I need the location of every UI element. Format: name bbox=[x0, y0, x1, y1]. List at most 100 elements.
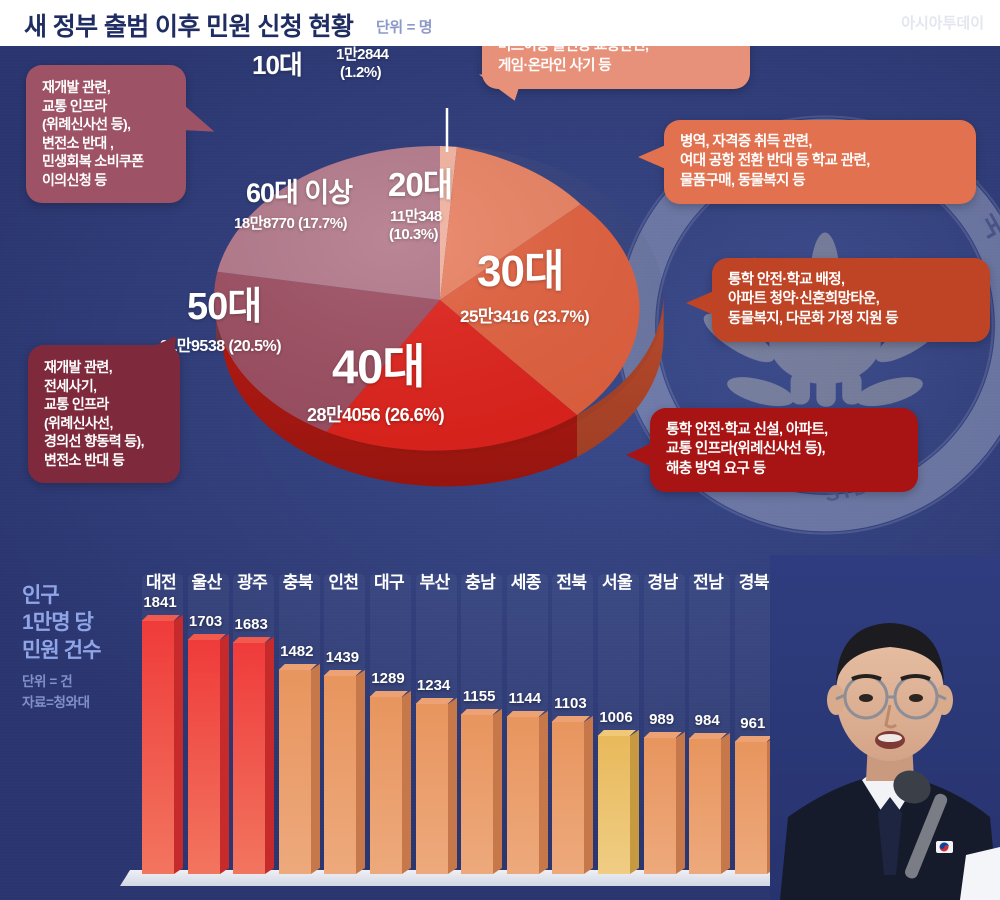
bar-인천[interactable] bbox=[324, 669, 366, 874]
pie-label-10s-pct: (1.2%) bbox=[340, 64, 382, 81]
callout-60s-line-2: 교통 인프라 bbox=[42, 97, 107, 114]
bar-column[interactable]: 1439 bbox=[324, 574, 366, 874]
bar-value-label: 1289 bbox=[371, 670, 405, 687]
bar-광주[interactable] bbox=[233, 636, 275, 874]
pie-label-50s-value: 21만9538 (20.5%) bbox=[160, 338, 282, 355]
bar-face bbox=[643, 738, 676, 874]
bar-category-label: 경남 bbox=[647, 573, 679, 592]
bar-face bbox=[689, 739, 722, 874]
bar-column[interactable]: 1683 bbox=[233, 574, 275, 874]
callout-50s-line-6: 변전소 반대 등 bbox=[44, 452, 125, 469]
bar-side-face bbox=[721, 732, 731, 874]
callout-60s-line-3: (위례신사선 등), bbox=[42, 116, 131, 133]
bar-대구[interactable] bbox=[370, 690, 411, 874]
bar-side-face bbox=[265, 636, 275, 874]
bar-value-label: 1234 bbox=[416, 677, 451, 694]
pie-label-30s-value: 25만3416 (23.7%) bbox=[460, 307, 590, 326]
bar-column[interactable]: 1234 bbox=[415, 574, 457, 874]
bar-face bbox=[734, 742, 767, 874]
bar-column[interactable]: 1103 bbox=[552, 574, 594, 874]
bar-category-label: 인천 bbox=[328, 573, 359, 592]
bar-side-face bbox=[675, 731, 685, 874]
bar-value-label: 1841 bbox=[143, 594, 177, 611]
bar-경북[interactable] bbox=[734, 735, 776, 874]
pie-label-50s-name: 50대 bbox=[187, 286, 262, 328]
bar-column[interactable]: 1144 bbox=[506, 574, 548, 874]
callout-20s: 병역, 자격증 취득 관련, 여대 공항 전환 반대 등 학교 관련, 물품구매… bbox=[638, 120, 976, 204]
bar-전남[interactable] bbox=[689, 732, 731, 874]
pie-label-20s-value: 11만348 bbox=[390, 208, 442, 225]
bar-column[interactable]: 1155 bbox=[461, 574, 503, 874]
bar-value-label: 961 bbox=[740, 715, 766, 732]
bar-side-face bbox=[447, 697, 457, 874]
bar-서울[interactable] bbox=[598, 729, 639, 874]
bar-value-label: 1144 bbox=[508, 690, 542, 707]
bar-category-label: 울산 bbox=[191, 573, 223, 592]
callout-20s-tail bbox=[638, 144, 668, 170]
callout-40s-tail bbox=[626, 442, 654, 468]
callout-50s-line-5: 경의선 향동력 등), bbox=[44, 433, 145, 450]
callout-50s-line-2: 전세사기, bbox=[44, 377, 97, 394]
bar-category-label: 전북 bbox=[556, 573, 587, 592]
bar-column[interactable]: 1703 bbox=[187, 574, 229, 874]
bar-전북[interactable] bbox=[552, 715, 594, 874]
bar-충북[interactable] bbox=[278, 663, 320, 874]
bar-side-face bbox=[402, 690, 411, 874]
callout-40s-line-3: 해충 방역 요구 등 bbox=[666, 460, 766, 477]
bar-side-face bbox=[538, 710, 548, 874]
callout-40s-line-2: 교통 인프라(위례신사선 등), bbox=[666, 441, 825, 458]
official-photo bbox=[770, 555, 1000, 900]
bar-column[interactable]: 1006 bbox=[598, 574, 639, 874]
bar-side-face bbox=[630, 729, 639, 874]
bar-value-label: 1482 bbox=[280, 643, 314, 660]
bars-meta: 단위 = 건 자료=청와대 bbox=[22, 672, 90, 714]
bar-column[interactable]: 961 bbox=[734, 574, 776, 874]
bar-category-label: 충남 bbox=[465, 573, 496, 592]
bar-category-label: 부산 bbox=[419, 573, 451, 592]
bar-부산[interactable] bbox=[415, 697, 457, 874]
bar-column[interactable]: 1289 bbox=[370, 574, 411, 874]
bar-충남[interactable] bbox=[461, 708, 503, 874]
callout-60s: 재개발 관련, 교통 인프라 (위례신사선 등), 변전소 반대 , 민생회복 … bbox=[26, 65, 221, 203]
bar-category-label: 대전 bbox=[145, 573, 177, 592]
bar-face bbox=[142, 621, 174, 874]
bar-세종[interactable] bbox=[506, 710, 548, 874]
unit-label-top: 단위 = 명 bbox=[376, 19, 433, 36]
bar-face bbox=[370, 697, 402, 874]
callout-50s: 재개발 관련, 전세사기, 교통 인프라 (위례신사선, 경의선 향동력 등),… bbox=[28, 324, 193, 483]
bar-대전[interactable] bbox=[142, 614, 183, 874]
bar-face bbox=[324, 676, 357, 874]
pie-chart-svg bbox=[213, 108, 664, 487]
callout-30s-line-1: 통학 안전·학교 배정, bbox=[728, 272, 845, 288]
bar-value-label: 1006 bbox=[599, 709, 633, 726]
bar-울산[interactable] bbox=[187, 633, 229, 874]
callout-60s-line-6: 이의신청 등 bbox=[42, 172, 107, 189]
bar-column[interactable]: 1841 bbox=[142, 561, 183, 874]
pie-label-40s-value: 28만4056 (26.6%) bbox=[307, 405, 445, 425]
bar-column[interactable]: 1482 bbox=[278, 574, 320, 874]
bar-value-label: 1155 bbox=[462, 688, 496, 705]
pie-label-60s-value: 18만8770 (17.7%) bbox=[234, 215, 348, 232]
bar-face bbox=[187, 640, 220, 874]
bars-unit: 단위 = 건 bbox=[22, 674, 73, 689]
pie-label-30s-name: 30대 bbox=[477, 247, 564, 296]
bars-title-line-2: 1만명 당 bbox=[22, 611, 94, 635]
pie-label-20s-name: 20대 bbox=[388, 166, 453, 203]
callout-30s-line-3: 동물복지, 다문화 가정 지원 등 bbox=[728, 310, 899, 327]
bar-column[interactable]: 989 bbox=[643, 574, 685, 874]
pie-label-10s-name: 10대 bbox=[252, 50, 303, 80]
publisher-watermark: 아시아투데이 bbox=[901, 15, 984, 32]
bar-face bbox=[415, 704, 448, 874]
callout-30s-tail bbox=[686, 290, 716, 316]
callout-40s: 통학 안전·학교 신설, 아파트, 교통 인프라(위례신사선 등), 해충 방역… bbox=[626, 408, 918, 492]
bar-경남[interactable] bbox=[643, 731, 685, 874]
bar-side-face bbox=[174, 614, 183, 874]
bar-column[interactable]: 984 bbox=[689, 574, 731, 874]
callout-50s-line-4: (위례신사선, bbox=[44, 414, 113, 431]
pie-label-20s-pct: (10.3%) bbox=[389, 226, 439, 243]
bars-title-line-3: 민원 건수 bbox=[22, 638, 102, 662]
callout-40s-line-1: 통학 안전·학교 신설, 아파트, bbox=[666, 422, 828, 438]
callout-60s-line-5: 민생회복 소비쿠폰 bbox=[42, 153, 144, 170]
callout-20s-line-3: 물품구매, 동물복지 등 bbox=[680, 172, 806, 189]
